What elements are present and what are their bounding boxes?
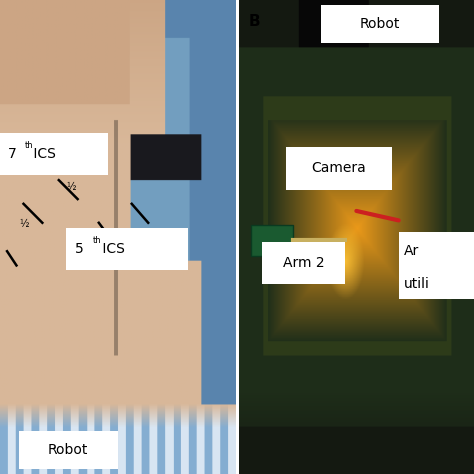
Text: B: B	[248, 14, 260, 29]
Text: Robot: Robot	[48, 443, 89, 457]
Text: Ar: Ar	[403, 244, 419, 258]
Text: Arm 2: Arm 2	[283, 256, 324, 270]
FancyBboxPatch shape	[321, 5, 439, 43]
FancyBboxPatch shape	[0, 133, 108, 175]
FancyBboxPatch shape	[251, 225, 293, 256]
Text: th: th	[25, 142, 33, 150]
FancyBboxPatch shape	[399, 232, 474, 299]
Text: ICS: ICS	[98, 242, 125, 256]
Text: 5: 5	[75, 242, 84, 256]
FancyBboxPatch shape	[66, 228, 188, 270]
Text: Camera: Camera	[311, 161, 366, 175]
Text: ICS: ICS	[29, 147, 56, 161]
FancyBboxPatch shape	[262, 242, 345, 284]
Text: ½: ½	[66, 182, 75, 191]
Text: ½: ½	[19, 219, 28, 229]
Text: utili: utili	[403, 277, 429, 292]
Text: Robot: Robot	[360, 17, 400, 31]
Text: th: th	[93, 236, 101, 245]
FancyBboxPatch shape	[19, 431, 118, 469]
Text: 7: 7	[8, 147, 17, 161]
FancyBboxPatch shape	[286, 147, 392, 190]
